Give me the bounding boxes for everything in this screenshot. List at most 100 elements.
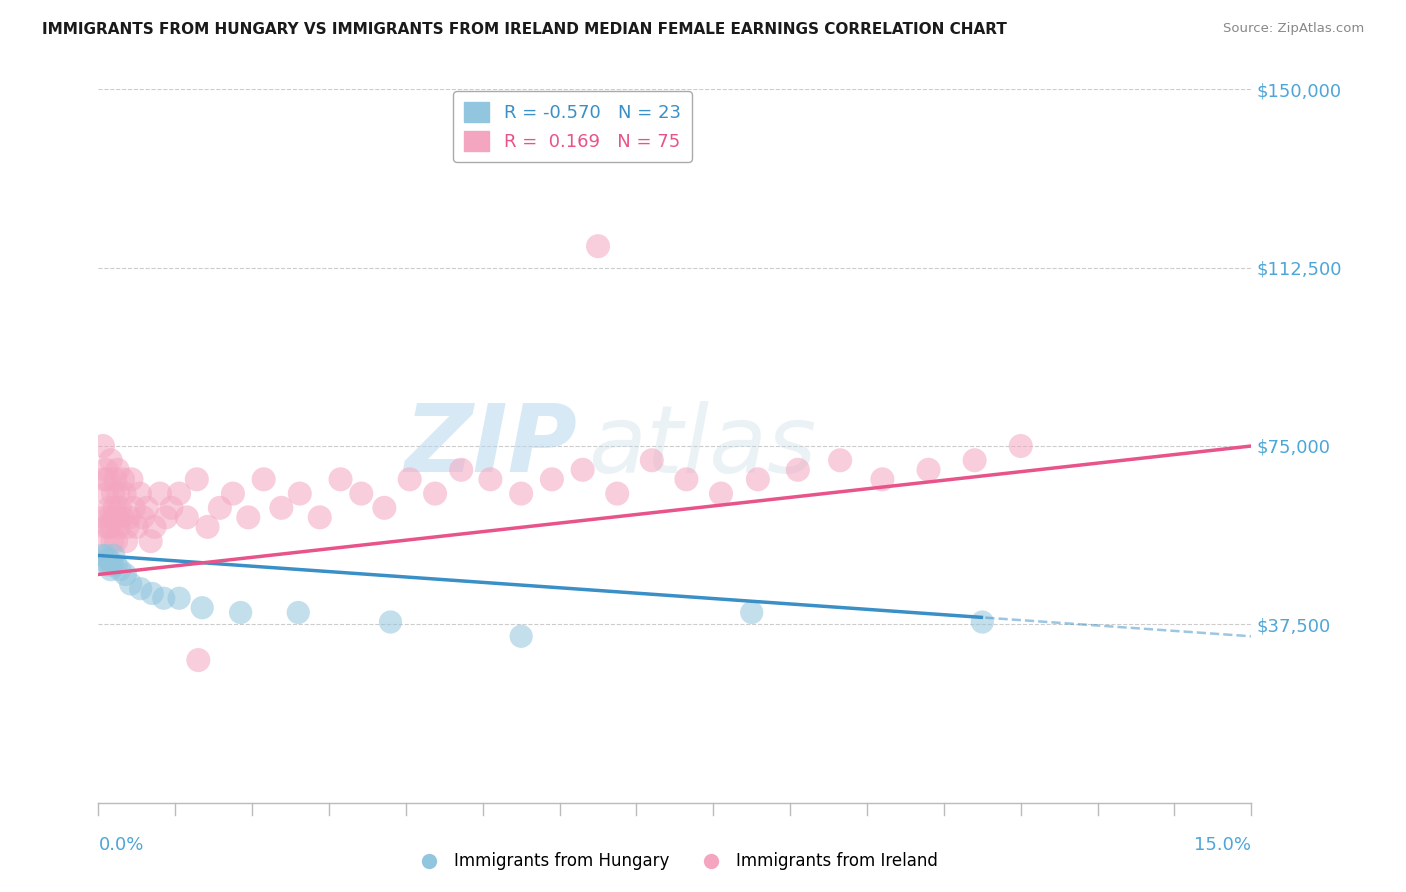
Point: [380, 615, 402, 629]
Point: [125, 520, 148, 534]
Point: [398, 472, 420, 486]
Point: [94, 463, 117, 477]
Point: [253, 472, 276, 486]
Point: [143, 520, 166, 534]
Point: [972, 615, 994, 629]
Point: [541, 472, 564, 486]
Point: [100, 453, 122, 467]
Point: [105, 534, 128, 549]
Point: [107, 463, 129, 477]
Point: [103, 549, 125, 563]
Point: [103, 510, 125, 524]
Text: 0.0%: 0.0%: [98, 836, 143, 855]
Point: [91, 439, 114, 453]
Point: [641, 453, 664, 467]
Point: [100, 520, 122, 534]
Point: [586, 239, 609, 253]
Point: [571, 463, 593, 477]
Point: [110, 510, 132, 524]
Point: [308, 510, 330, 524]
Point: [115, 534, 138, 549]
Point: [105, 510, 128, 524]
Point: [510, 486, 533, 500]
Point: [373, 500, 395, 515]
Point: [450, 463, 472, 477]
Point: [120, 577, 142, 591]
Point: [91, 534, 114, 549]
Point: [117, 520, 139, 534]
Point: [132, 510, 155, 524]
Point: [208, 500, 231, 515]
Point: [675, 472, 697, 486]
Point: [129, 582, 152, 596]
Point: [101, 486, 124, 500]
Point: [108, 563, 131, 577]
Point: [167, 591, 190, 606]
Point: [917, 463, 939, 477]
Point: [155, 510, 177, 524]
Point: [149, 486, 172, 500]
Point: [101, 558, 124, 572]
Point: [141, 586, 163, 600]
Point: [105, 558, 128, 572]
Point: [197, 520, 219, 534]
Point: [1010, 439, 1032, 453]
Point: [167, 486, 190, 500]
Point: [160, 500, 183, 515]
Point: [176, 510, 198, 524]
Point: [139, 534, 162, 549]
Point: [830, 453, 852, 467]
Point: [329, 472, 352, 486]
Point: [122, 500, 145, 515]
Point: [191, 600, 214, 615]
Point: [350, 486, 373, 500]
Point: [100, 563, 122, 577]
Point: [111, 472, 134, 486]
Point: [96, 486, 118, 500]
Point: [747, 472, 769, 486]
Point: [91, 549, 114, 563]
Point: [94, 549, 117, 563]
Point: [786, 463, 808, 477]
Point: [229, 606, 252, 620]
Point: [741, 606, 763, 620]
Point: [101, 534, 124, 549]
Point: [152, 591, 174, 606]
Point: [423, 486, 446, 500]
Point: [108, 500, 131, 515]
Point: [93, 510, 115, 524]
Point: [288, 486, 311, 500]
Point: [186, 472, 208, 486]
Point: [98, 510, 121, 524]
Point: [479, 472, 502, 486]
Text: atlas: atlas: [588, 401, 817, 491]
Point: [270, 500, 292, 515]
Point: [187, 653, 209, 667]
Point: [97, 520, 120, 534]
Point: [606, 486, 628, 500]
Point: [121, 472, 143, 486]
Point: [104, 472, 127, 486]
Point: [129, 486, 152, 500]
Point: [238, 510, 260, 524]
Point: [872, 472, 894, 486]
Point: [98, 553, 121, 567]
Point: [94, 520, 117, 534]
Point: [114, 567, 136, 582]
Point: [93, 472, 115, 486]
Text: 15.0%: 15.0%: [1194, 836, 1251, 855]
Point: [963, 453, 986, 467]
Point: [710, 486, 733, 500]
Point: [93, 553, 115, 567]
Point: [97, 558, 120, 572]
Point: [97, 472, 120, 486]
Point: [103, 500, 125, 515]
Point: [287, 606, 309, 620]
Point: [118, 510, 141, 524]
Point: [107, 486, 129, 500]
Point: [98, 500, 121, 515]
Point: [114, 486, 136, 500]
Point: [135, 500, 157, 515]
Point: [510, 629, 533, 643]
Point: [108, 520, 131, 534]
